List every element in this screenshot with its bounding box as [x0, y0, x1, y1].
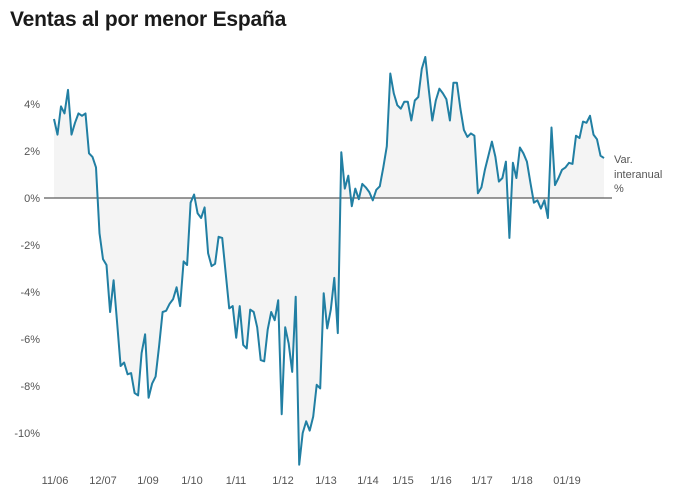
- y-tick-label: -10%: [14, 428, 40, 440]
- x-tick-label: 1/18: [511, 475, 532, 487]
- x-tick-label: 1/09: [137, 475, 158, 487]
- x-tick-label: 1/11: [226, 475, 247, 487]
- y-tick-label: -8%: [20, 381, 40, 393]
- series-label-line-3: %: [614, 183, 624, 195]
- x-tick-label: 1/10: [181, 475, 202, 487]
- chart-title: Ventas al por menor España: [10, 8, 287, 31]
- y-tick-label: 0%: [24, 193, 40, 205]
- area-fill: [54, 57, 604, 465]
- x-tick-label: 1/14: [357, 475, 378, 487]
- series-line: [53, 56, 605, 466]
- x-tick-label: 12/07: [89, 475, 117, 487]
- x-tick-label: 01/19: [553, 475, 581, 487]
- x-tick-label: 1/15: [392, 475, 413, 487]
- y-tick-label: 4%: [24, 99, 40, 111]
- x-tick-label: 1/17: [471, 475, 492, 487]
- y-tick-label: 2%: [24, 146, 40, 158]
- series-label-line-2: interanual: [614, 169, 662, 181]
- y-tick-label: -6%: [20, 334, 40, 346]
- y-tick-label: -4%: [20, 287, 40, 299]
- series-label-line-1: Var.: [614, 154, 633, 166]
- x-tick-label: 1/16: [430, 475, 451, 487]
- y-tick-label: -2%: [20, 240, 40, 252]
- x-tick-label: 11/06: [42, 475, 69, 487]
- x-tick-label: 1/13: [315, 475, 336, 487]
- x-tick-label: 1/12: [272, 475, 293, 487]
